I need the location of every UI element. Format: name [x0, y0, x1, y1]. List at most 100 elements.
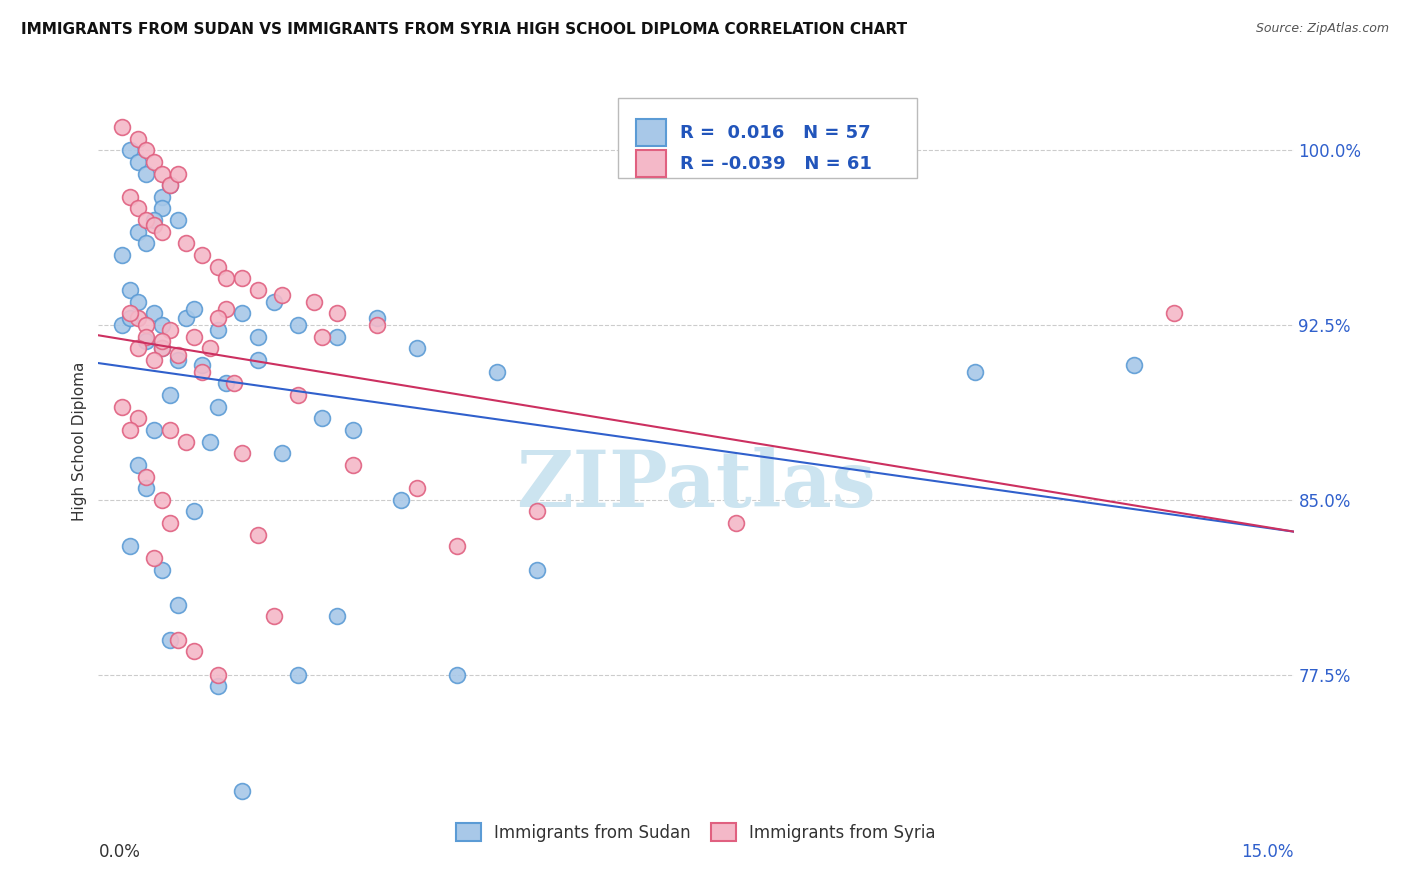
Point [120, 283, 142, 297]
Point [167, 213, 190, 227]
Point [135, 143, 157, 157]
Point [150, 190, 173, 204]
Point [183, 504, 205, 518]
Point [135, 329, 157, 343]
Point [150, 334, 173, 349]
Point [159, 323, 181, 337]
Point [231, 306, 253, 320]
Point [270, 446, 292, 460]
Point [207, 667, 229, 681]
Text: ZIPatlas: ZIPatlas [516, 447, 876, 523]
Point [406, 481, 429, 495]
Point [120, 311, 142, 326]
Text: IMMIGRANTS FROM SUDAN VS IMMIGRANTS FROM SYRIA HIGH SCHOOL DIPLOMA CORRELATION C: IMMIGRANTS FROM SUDAN VS IMMIGRANTS FROM… [21, 22, 907, 37]
Point [526, 504, 548, 518]
Point [143, 213, 166, 227]
Point [120, 423, 142, 437]
Point [287, 388, 309, 402]
Legend: Immigrants from Sudan, Immigrants from Syria: Immigrants from Sudan, Immigrants from S… [450, 817, 942, 848]
Point [127, 202, 149, 216]
Point [231, 446, 253, 460]
Point [150, 167, 173, 181]
Point [111, 248, 134, 262]
Point [167, 598, 190, 612]
Point [120, 190, 142, 204]
Point [150, 341, 173, 355]
Point [326, 609, 349, 624]
Point [231, 271, 253, 285]
Point [127, 411, 149, 425]
Point [111, 318, 134, 332]
Point [287, 667, 309, 681]
Point [183, 644, 205, 658]
Point [246, 528, 269, 542]
Point [120, 306, 142, 320]
Point [207, 311, 229, 326]
Point [167, 353, 190, 368]
Point [120, 540, 142, 554]
Point [150, 492, 173, 507]
Point [150, 318, 173, 332]
Point [246, 283, 269, 297]
Point [127, 341, 149, 355]
Point [207, 260, 229, 274]
Point [246, 353, 269, 368]
Point [143, 551, 166, 566]
Point [207, 400, 229, 414]
Point [446, 540, 468, 554]
Point [159, 516, 181, 530]
Text: 15.0%: 15.0% [1241, 843, 1294, 861]
Point [311, 329, 333, 343]
Point [143, 218, 166, 232]
Point [270, 287, 292, 301]
Point [366, 311, 388, 326]
Point [135, 318, 157, 332]
Point [406, 341, 429, 355]
Point [183, 301, 205, 316]
Point [127, 294, 149, 309]
Point [167, 167, 190, 181]
Point [231, 784, 253, 798]
Bar [637, 119, 666, 146]
Point [159, 423, 181, 437]
Point [159, 178, 181, 193]
Point [127, 154, 149, 169]
Point [963, 365, 986, 379]
Text: R = -0.039   N = 61: R = -0.039 N = 61 [681, 154, 872, 172]
Y-axis label: High School Diploma: High School Diploma [72, 362, 87, 521]
Point [150, 341, 173, 355]
Point [263, 609, 285, 624]
Point [120, 143, 142, 157]
Bar [637, 150, 666, 178]
Point [215, 301, 238, 316]
Point [127, 458, 149, 472]
Point [215, 376, 238, 391]
Point [127, 225, 149, 239]
Point [207, 323, 229, 337]
Point [222, 376, 245, 391]
Point [389, 492, 412, 507]
FancyBboxPatch shape [619, 98, 917, 178]
Point [174, 434, 197, 449]
Point [207, 679, 229, 693]
Point [135, 167, 157, 181]
Point [135, 481, 157, 495]
Point [246, 329, 269, 343]
Point [446, 667, 468, 681]
Point [342, 423, 364, 437]
Point [311, 411, 333, 425]
Point [135, 236, 157, 251]
Point [342, 458, 364, 472]
Point [135, 469, 157, 483]
Point [127, 311, 149, 326]
Point [167, 632, 190, 647]
Point [111, 400, 134, 414]
Point [111, 120, 134, 134]
Text: 0.0%: 0.0% [98, 843, 141, 861]
Point [135, 213, 157, 227]
Text: R =  0.016   N = 57: R = 0.016 N = 57 [681, 123, 872, 142]
Point [302, 294, 325, 309]
Point [724, 516, 747, 530]
Point [159, 632, 181, 647]
Point [198, 341, 221, 355]
